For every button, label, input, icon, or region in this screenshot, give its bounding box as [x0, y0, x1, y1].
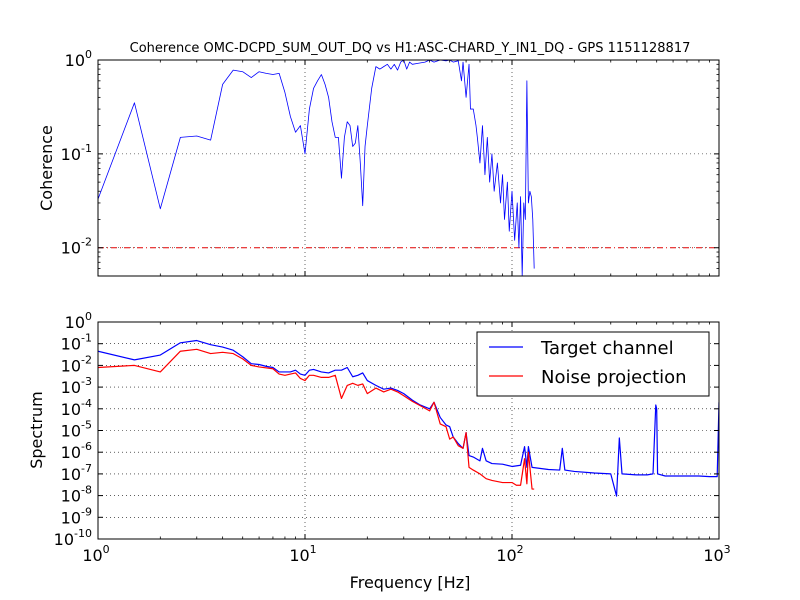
series-line-coherence: [98, 60, 535, 276]
series-line-target-channel: [98, 339, 719, 497]
y-tick-label: 10-1: [61, 332, 92, 354]
coherence-axes-frame: [97, 59, 720, 277]
series-line-noise-projection: [98, 348, 535, 490]
y-tick-label: 100: [65, 48, 92, 70]
spectrum-legend: Target channel Noise projection: [476, 331, 710, 397]
y-tick-label: 10-1: [61, 142, 92, 164]
legend-box: [476, 331, 710, 397]
coherence-plot-title: Coherence OMC-DCPD_SUM_OUT_DQ vs H1:ASC-…: [130, 41, 691, 56]
x-tick-label: 102: [496, 543, 523, 565]
legend-label-target: Target channel: [540, 338, 674, 359]
coherence-ticks: 10-2 10-1 100: [61, 48, 720, 277]
spectrum-series-group: [98, 339, 719, 497]
y-tick-label: 10-9: [61, 505, 92, 527]
coherence-y-label: Coherence: [37, 125, 56, 211]
x-tick-label: 103: [703, 543, 730, 565]
y-tick-label: 10-2: [61, 353, 92, 375]
y-tick-label: 10-10: [54, 527, 92, 549]
spectrum-ticks: 10-1010-910-810-710-610-510-410-310-210-…: [54, 310, 731, 565]
coherence-series-group: [98, 60, 535, 276]
coherence-plot: Coherence OMC-DCPD_SUM_OUT_DQ vs H1:ASC-…: [37, 41, 720, 277]
y-tick-label: 10-4: [61, 397, 92, 419]
y-tick-label: 10-5: [61, 419, 92, 441]
legend-label-noise: Noise projection: [541, 367, 687, 388]
y-tick-label: 10-2: [61, 236, 92, 258]
y-tick-label: 10-8: [61, 484, 92, 506]
y-tick-label: 100: [65, 310, 92, 332]
y-tick-label: 10-7: [61, 462, 92, 484]
spectrum-plot: Spectrum Frequency [Hz] 10-1010-910-810-…: [27, 310, 731, 592]
x-tick-label: 100: [82, 543, 109, 565]
y-tick-label: 10-3: [61, 375, 92, 397]
coherence-grid: [98, 60, 719, 276]
spectrum-y-label: Spectrum: [27, 391, 46, 469]
y-tick-label: 10-6: [61, 440, 92, 462]
x-tick-label: 101: [289, 543, 316, 565]
frequency-x-label: Frequency [Hz]: [350, 573, 471, 592]
